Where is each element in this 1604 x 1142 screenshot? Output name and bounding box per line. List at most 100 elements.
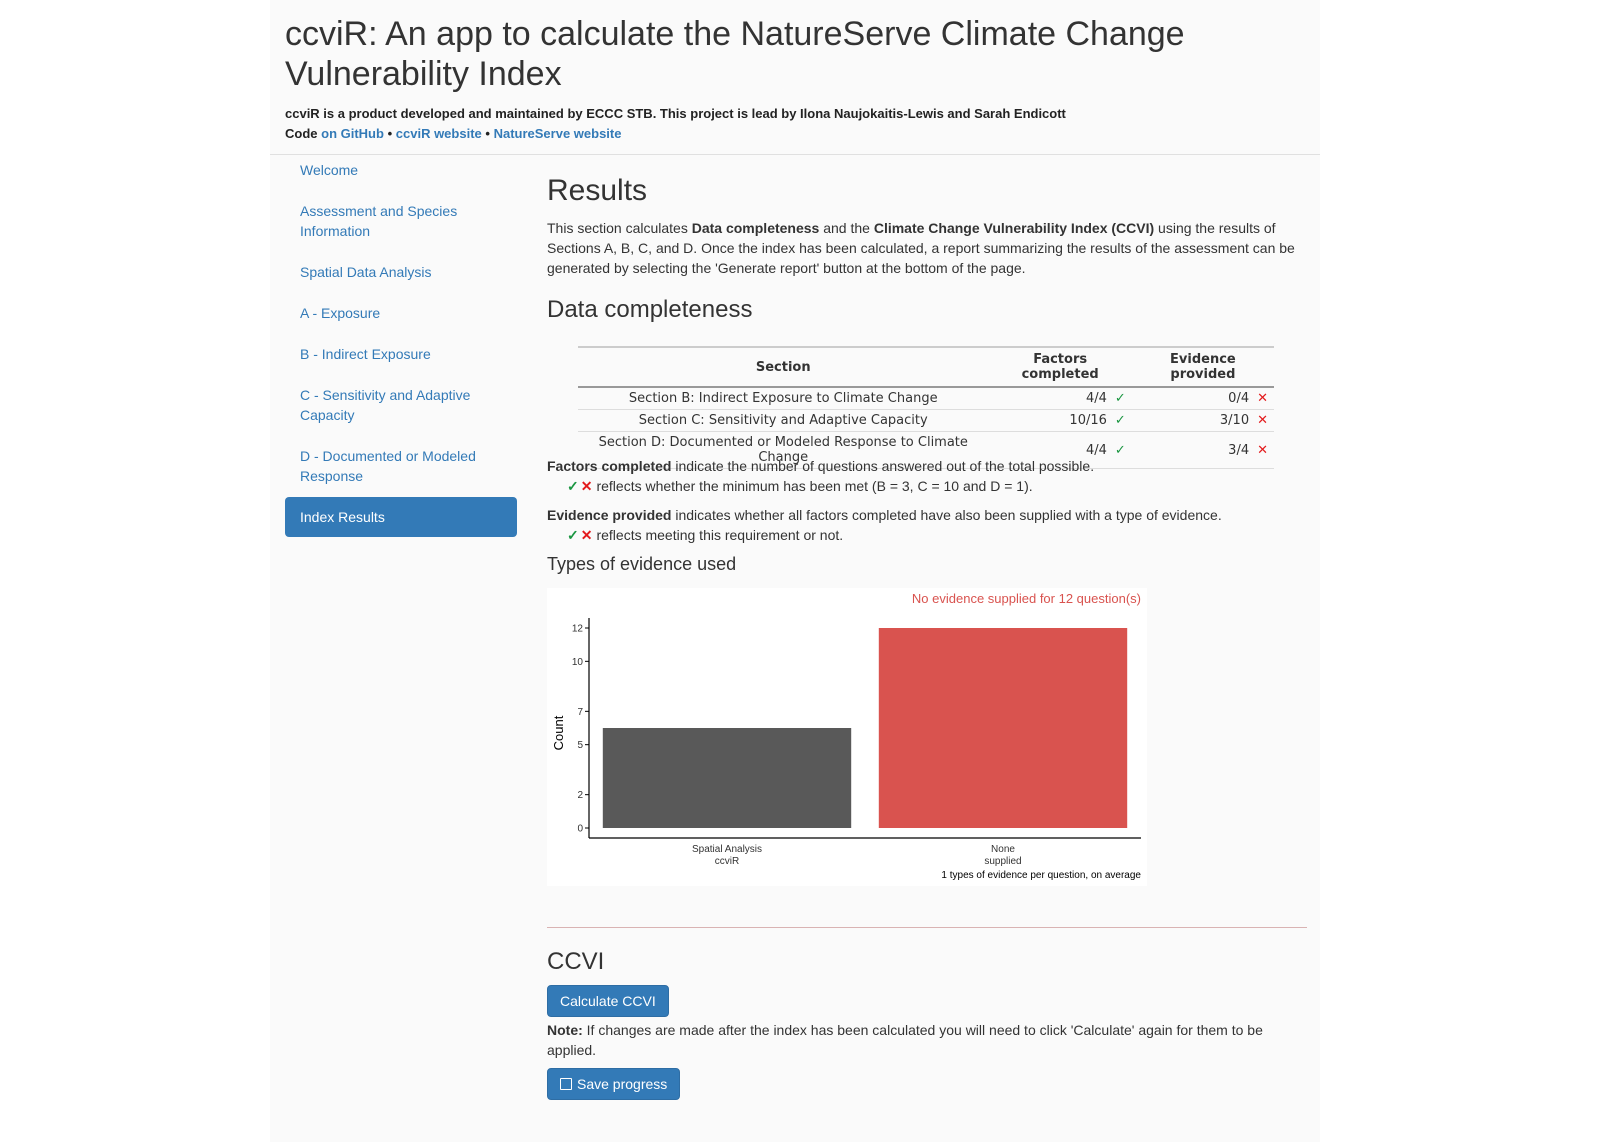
sidebar-item-index-results[interactable]: Index Results: [285, 497, 517, 537]
sidebar-item-sensitivity[interactable]: C - Sensitivity and Adaptive Capacity: [300, 387, 471, 423]
intro-text: and the: [819, 220, 874, 236]
x-tick-label: supplied: [984, 856, 1021, 867]
evidence-value: 3/4: [1228, 442, 1250, 458]
sidebar-item-spatial[interactable]: Spatial Data Analysis: [300, 264, 432, 280]
page: ccviR: An app to calculate the NatureSer…: [270, 0, 1320, 1142]
factors-cell: 4/4 ✓: [988, 431, 1132, 469]
col-header-factors: Factors completed: [988, 347, 1132, 388]
section-divider: [547, 927, 1307, 928]
intro-text: using the results of Sections A, B, C, a…: [547, 220, 1295, 276]
save-progress-label: Save progress: [577, 1076, 668, 1092]
save-icon: [560, 1078, 572, 1090]
evidence-note: Evidence provided indicates whether all …: [547, 505, 1307, 545]
section-cell: Section B: Indirect Exposure to Climate …: [578, 387, 989, 410]
y-tick-label: 2: [577, 790, 583, 801]
factors-note: Factors completed indicate the number of…: [547, 456, 1307, 496]
bar: [878, 628, 1128, 828]
evidence-cell: 3/10 ✕: [1131, 409, 1274, 432]
save-progress-button[interactable]: Save progress: [547, 1068, 681, 1100]
link-separator: •: [485, 126, 490, 141]
app-title: ccviR: An app to calculate the NatureSer…: [285, 15, 1185, 93]
bars: [602, 628, 1128, 828]
note-bold: Factors completed: [547, 458, 672, 474]
cross-icon: ✕: [1257, 413, 1268, 428]
x-tick-label: Spatial Analysis: [692, 844, 762, 855]
evidence-chart: No evidence supplied for 12 question(s) …: [547, 588, 1147, 886]
evidence-chart-svg: No evidence supplied for 12 question(s) …: [551, 591, 1141, 881]
table-row: Section D: Documented or Modeled Respons…: [578, 431, 1274, 469]
y-ticks: 0 2 5 7 10 12: [572, 624, 589, 835]
table-row: Section B: Indirect Exposure to Climate …: [578, 387, 1274, 410]
section-cell: Section D: Documented or Modeled Respons…: [578, 431, 989, 469]
sidebar-item-welcome[interactable]: Welcome: [300, 162, 359, 178]
check-icon: ✓: [1114, 413, 1126, 428]
main-content: Results This section calculates Data com…: [547, 170, 1307, 1100]
completeness-heading: Data completeness: [547, 296, 753, 323]
y-tick-label: 10: [572, 657, 584, 668]
sidebar-item-indirect-exposure[interactable]: B - Indirect Exposure: [300, 346, 431, 362]
intro-bold: Climate Change Vulnerability Index (CCVI…: [873, 220, 1155, 236]
sidebar-item-documented-response[interactable]: D - Documented or Modeled Response: [300, 448, 476, 484]
intro-text: This section calculates: [547, 220, 692, 236]
results-heading: Results: [547, 174, 648, 207]
y-tick-label: 5: [577, 740, 583, 751]
ccvir-website-link[interactable]: ccviR website: [395, 126, 482, 141]
cross-icon: ✕: [580, 478, 593, 494]
header: ccviR: An app to calculate the NatureSer…: [270, 0, 1320, 155]
natureserve-website-link[interactable]: NatureServe website: [493, 126, 622, 141]
y-tick-label: 0: [577, 824, 583, 835]
ccvi-heading: CCVI: [547, 948, 605, 975]
sidebar-nav: Welcome Assessment and Species Informati…: [285, 160, 517, 558]
note-text: If changes are made after the index has …: [547, 1022, 1263, 1058]
chart-annotation-top: No evidence supplied for 12 question(s): [912, 591, 1141, 606]
intro-bold: Data completeness: [691, 220, 820, 236]
completeness-table: Section Factors completed Evidence provi…: [578, 346, 1274, 469]
check-icon: ✓: [1114, 442, 1126, 458]
bar: [602, 728, 852, 828]
note-text: indicate the number of questions answere…: [671, 458, 1095, 474]
cross-icon: ✕: [1257, 442, 1268, 458]
evidence-cell: 0/4 ✕: [1131, 387, 1274, 410]
note-sub: reflects meeting this requirement or not…: [596, 527, 844, 543]
code-label: Code: [285, 126, 318, 141]
factors-cell: 10/16 ✓: [988, 409, 1132, 432]
section-cell: Section C: Sensitivity and Adaptive Capa…: [578, 409, 989, 432]
factors-cell: 4/4 ✓: [988, 387, 1132, 410]
note-sub: reflects whether the minimum has been me…: [596, 478, 1033, 494]
chart-annotation-bottom: 1 types of evidence per question, on ave…: [941, 870, 1141, 881]
note-bold: Note:: [547, 1022, 583, 1038]
results-intro: This section calculates Data completenes…: [547, 218, 1297, 278]
github-link[interactable]: on GitHub: [321, 126, 384, 141]
factors-value: 10/16: [1069, 413, 1107, 428]
note-indent: ✓ ✕ reflects whether the minimum has been …: [547, 478, 1033, 494]
evidence-value: 0/4: [1228, 391, 1250, 406]
calculate-ccvi-button[interactable]: Calculate CCVI: [547, 985, 669, 1017]
evidence-value: 3/10: [1219, 413, 1250, 428]
x-tick-label: None: [991, 844, 1015, 855]
sidebar-item-assessment[interactable]: Assessment and Species Information: [300, 203, 458, 239]
cross-icon: ✕: [580, 527, 593, 543]
check-icon: ✓: [567, 478, 579, 494]
links-row: Code on GitHub • ccviR website • NatureS…: [285, 126, 621, 141]
y-tick-label: 7: [577, 707, 583, 718]
y-axis-label: Count: [551, 715, 566, 750]
sidebar-item-exposure[interactable]: A - Exposure: [300, 305, 381, 321]
cross-icon: ✕: [1257, 391, 1268, 406]
calculate-note: Note: If changes are made after the inde…: [547, 1020, 1307, 1060]
factors-value: 4/4: [1085, 442, 1107, 458]
y-tick-label: 12: [572, 624, 584, 635]
check-icon: ✓: [567, 527, 579, 543]
note-indent: ✓ ✕ reflects meeting this requirement or n…: [547, 527, 843, 543]
check-icon: ✓: [1114, 391, 1126, 406]
x-tick-label: ccviR: [715, 856, 739, 867]
table-row: Section C: Sensitivity and Adaptive Capa…: [578, 409, 1274, 432]
evidence-heading: Types of evidence used: [547, 554, 737, 574]
col-header-evidence: Evidence provided: [1131, 347, 1274, 388]
evidence-cell: 3/4 ✕: [1131, 431, 1274, 469]
link-separator: •: [387, 126, 393, 141]
note-bold: Evidence provided: [547, 507, 672, 523]
factors-value: 4/4: [1085, 391, 1107, 406]
app-subtitle: ccviR is a product developed and maintai…: [285, 106, 1066, 121]
note-text: indicates whether all factors completed …: [671, 507, 1222, 523]
